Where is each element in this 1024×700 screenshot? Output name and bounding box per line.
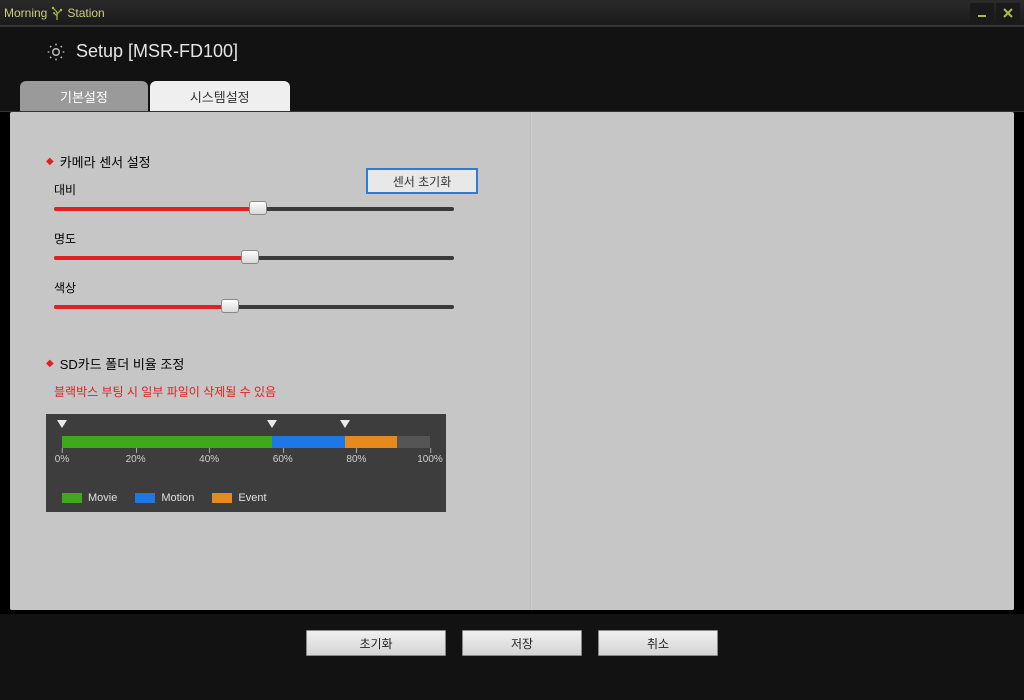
- close-button[interactable]: [996, 3, 1020, 23]
- slider-brightness-thumb[interactable]: [241, 250, 259, 264]
- sd-seg-event: [345, 436, 397, 448]
- minimize-button[interactable]: [970, 3, 994, 23]
- slider-color-thumb[interactable]: [221, 299, 239, 313]
- slider-color-label: 색상: [54, 279, 474, 296]
- gear-icon: [46, 42, 66, 62]
- tabs: 기본설정 시스템설정: [20, 81, 292, 111]
- app-name-part2: Station: [67, 6, 104, 20]
- slider-contrast[interactable]: [54, 204, 454, 214]
- slider-contrast-thumb[interactable]: [249, 201, 267, 215]
- header: Setup [MSR-FD100] 기본설정 시스템설정: [0, 26, 1024, 112]
- tree-icon: [49, 5, 65, 21]
- cancel-button[interactable]: 취소: [598, 630, 718, 656]
- sd-warning: 블랙박스 부팅 시 일부 파일이 삭제될 수 있음: [54, 383, 474, 400]
- section-camera-title: ◆ 카메라 센서 설정: [46, 152, 474, 171]
- tab-basic[interactable]: 기본설정: [20, 81, 148, 111]
- left-panel: ◆ 카메라 센서 설정 대비 명도 색상: [46, 152, 474, 512]
- sd-seg-motion: [272, 436, 346, 448]
- section-sd-title: ◆ SD카드 폴더 비율 조정: [46, 354, 474, 373]
- app-name: Morning Station: [4, 5, 105, 21]
- sd-legend: Movie Motion Event: [62, 492, 267, 504]
- sd-seg-movie: [62, 436, 272, 448]
- bullet-icon: ◆: [46, 358, 54, 369]
- app-name-part1: Morning: [4, 6, 47, 20]
- slider-contrast-label: 대비: [54, 181, 474, 198]
- sd-ticks: 0%20%40%60%80%100%: [62, 450, 430, 470]
- titlebar: Morning Station: [0, 0, 1024, 26]
- sd-ratio-box: 0% 20% 40% 60% 80% 100% Movie Motion Event: [46, 414, 446, 512]
- swatch-movie: [62, 493, 82, 503]
- slider-brightness[interactable]: [54, 253, 454, 263]
- bullet-icon: ◆: [46, 156, 54, 167]
- sd-tick: 80%: [346, 450, 366, 461]
- content-area: 센서 초기화 ◆ 카메라 센서 설정 대비 명도 색상: [10, 112, 1014, 610]
- sd-tick: 20%: [126, 450, 146, 461]
- sd-tick: 0%: [55, 450, 69, 461]
- sd-marker[interactable]: [267, 420, 277, 428]
- save-button[interactable]: 저장: [462, 630, 582, 656]
- sd-tick: 60%: [273, 450, 293, 461]
- page-title: Setup [MSR-FD100]: [46, 41, 238, 62]
- sd-tick: 100%: [417, 450, 443, 461]
- sd-ratio-bar: [62, 436, 430, 448]
- footer: 초기화 저장 취소: [0, 614, 1024, 700]
- slider-color[interactable]: [54, 302, 454, 312]
- content-divider: [530, 112, 532, 610]
- sd-marker[interactable]: [57, 420, 67, 428]
- sd-marker[interactable]: [340, 420, 350, 428]
- reset-button[interactable]: 초기화: [306, 630, 446, 656]
- swatch-motion: [135, 493, 155, 503]
- tab-system[interactable]: 시스템설정: [150, 81, 290, 111]
- slider-brightness-label: 명도: [54, 230, 474, 247]
- swatch-event: [212, 493, 232, 503]
- sd-tick: 40%: [199, 450, 219, 461]
